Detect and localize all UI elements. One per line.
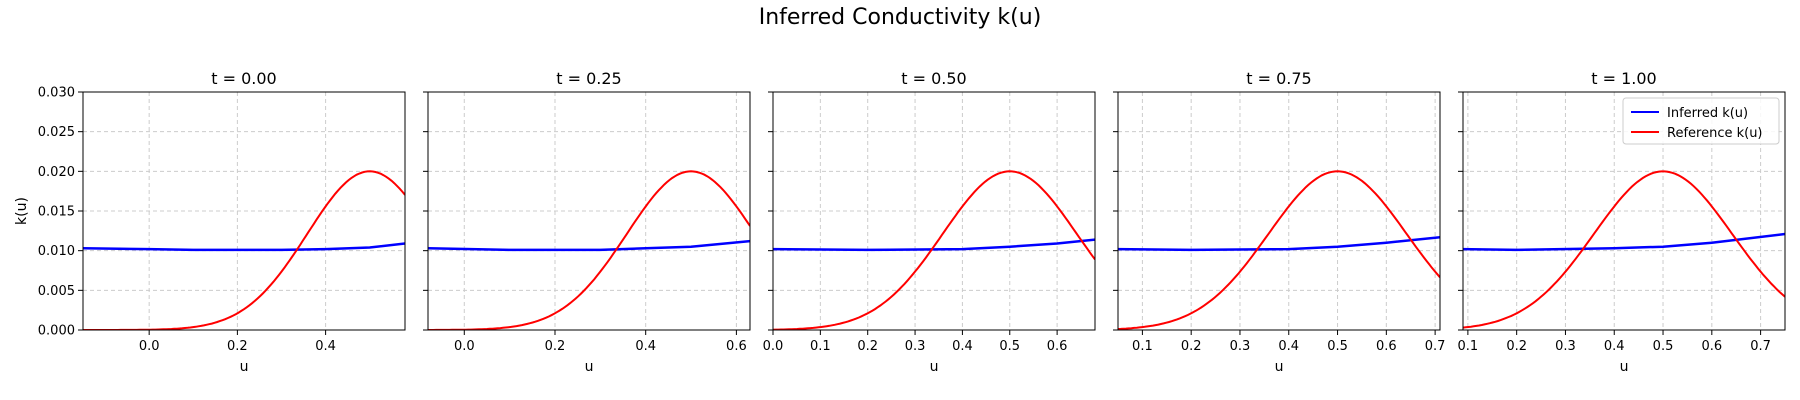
plot-area bbox=[428, 170, 750, 330]
x-tick-label: 0.6 bbox=[726, 339, 747, 354]
x-tick-label: 0.2 bbox=[545, 339, 566, 354]
x-tick-label: 0.4 bbox=[952, 339, 973, 354]
reference-line bbox=[773, 170, 1095, 330]
panel-title: t = 0.25 bbox=[556, 69, 621, 88]
x-tick-label: 0.4 bbox=[1604, 339, 1625, 354]
legend: Inferred k(u) Reference k(u) bbox=[1622, 97, 1780, 145]
plot-area bbox=[1118, 170, 1440, 330]
x-tick-label: 0.4 bbox=[635, 339, 656, 354]
x-tick-label: 0.1 bbox=[810, 339, 831, 354]
y-tick-label: 0.010 bbox=[38, 244, 75, 259]
reference-line bbox=[428, 170, 750, 330]
x-tick-label: 0.2 bbox=[1506, 339, 1527, 354]
panel-3: 0.1 0.2 0.3 0.4 0.5 0.6 0.7 t = 0.75 u bbox=[1113, 69, 1445, 375]
reference-line bbox=[1463, 170, 1785, 329]
panel-title: t = 0.75 bbox=[1246, 69, 1311, 88]
inferred-line bbox=[1118, 235, 1440, 252]
panel-1: 0.0 0.2 0.4 0.6 t = 0.25 u bbox=[423, 69, 751, 375]
inferred-line bbox=[83, 242, 405, 252]
panel-title: t = 0.00 bbox=[211, 69, 276, 88]
x-tick-label: 0.1 bbox=[1132, 339, 1153, 354]
x-tick-label: 0.5 bbox=[1653, 339, 1674, 354]
x-tick-label: 0.7 bbox=[1750, 339, 1771, 354]
x-tick-label: 0.5 bbox=[1327, 339, 1348, 354]
y-tick-label: 0.005 bbox=[38, 284, 75, 299]
y-tick-label: 0.015 bbox=[38, 205, 75, 220]
x-tick-label: 0.7 bbox=[1425, 339, 1446, 354]
x-tick-label: 0.6 bbox=[1701, 339, 1722, 354]
x-axis-label: u bbox=[585, 359, 594, 375]
y-tick-label: 0.030 bbox=[38, 86, 75, 101]
x-tick-label: 0.2 bbox=[857, 339, 878, 354]
x-tick-label: 0.4 bbox=[1278, 339, 1299, 354]
x-tick-label: 0.6 bbox=[1047, 339, 1068, 354]
x-tick-label: 0.3 bbox=[905, 339, 926, 354]
x-tick-label: 0.0 bbox=[454, 339, 475, 354]
x-tick-label: 0.6 bbox=[1376, 339, 1397, 354]
x-tick-label: 0.3 bbox=[1230, 339, 1251, 354]
x-tick-label: 0.5 bbox=[999, 339, 1020, 354]
panel-0: 0.000 0.005 0.010 0.015 0.020 0.025 0.030 0.0 0.… bbox=[14, 69, 406, 375]
figure-title: Inferred Conductivity k(u) bbox=[759, 5, 1042, 30]
legend-box bbox=[1622, 97, 1780, 145]
y-tick-label: 0.000 bbox=[38, 324, 75, 339]
x-axis-label: u bbox=[1275, 359, 1284, 375]
reference-line bbox=[1118, 170, 1440, 330]
x-tick-label: 0.3 bbox=[1555, 339, 1576, 354]
plot-area bbox=[773, 170, 1095, 330]
panel-title: t = 1.00 bbox=[1591, 69, 1656, 88]
plot-area bbox=[1463, 170, 1785, 329]
y-axis-label: k(u) bbox=[14, 197, 30, 225]
inferred-line bbox=[428, 239, 750, 252]
x-tick-label: 0.2 bbox=[1181, 339, 1202, 354]
panel-title: t = 0.50 bbox=[901, 69, 966, 88]
x-axis-label: u bbox=[930, 359, 939, 375]
legend-reference-label: Reference k(u) bbox=[1667, 126, 1763, 141]
y-tick-label: 0.020 bbox=[38, 165, 75, 180]
x-tick-label: 0.1 bbox=[1458, 339, 1479, 354]
x-tick-label: 0.2 bbox=[227, 339, 248, 354]
legend-inferred-label: Inferred k(u) bbox=[1667, 106, 1748, 121]
panel-2: 0.0 0.1 0.2 0.3 0.4 0.5 0.6 t = 0.50 u bbox=[763, 69, 1096, 375]
inferred-line bbox=[773, 238, 1095, 252]
x-axis-label: u bbox=[1620, 359, 1629, 375]
x-tick-label: 0.0 bbox=[139, 339, 160, 354]
x-axis-label: u bbox=[240, 359, 249, 375]
inferred-line bbox=[1463, 232, 1785, 252]
y-tick-label: 0.025 bbox=[38, 125, 75, 140]
x-tick-label: 0.0 bbox=[763, 339, 784, 354]
x-tick-label: 0.4 bbox=[315, 339, 336, 354]
panel-4: 0.1 0.2 0.3 0.4 0.5 0.6 0.7 t = 1.00 u Inferred k… bbox=[1458, 69, 1786, 375]
